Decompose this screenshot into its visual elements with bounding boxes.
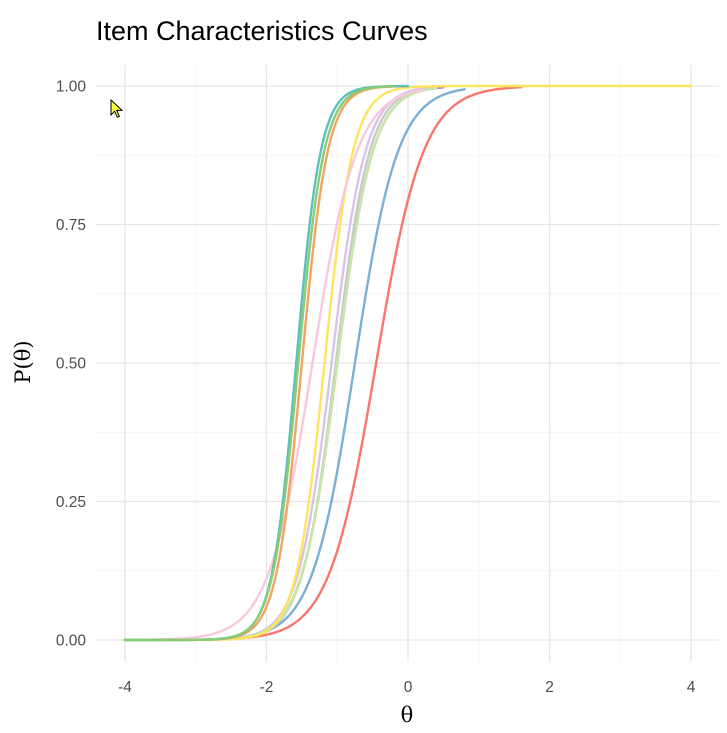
x-tick-label: 2 <box>545 679 554 696</box>
y-axis-title: P(θ) <box>11 340 35 383</box>
y-tick-label: 0.75 <box>56 217 86 234</box>
icc-curve-2 <box>123 88 466 642</box>
grid <box>96 65 719 662</box>
mouse-pointer-icon <box>110 98 124 118</box>
y-tick-label: 1.00 <box>56 79 87 96</box>
icc-curve-3 <box>123 86 445 642</box>
icc-curve-11 <box>123 85 396 642</box>
x-tick-label: -4 <box>118 679 132 696</box>
y-tick-label: 0.25 <box>56 494 86 511</box>
x-tick-label: 0 <box>404 679 413 696</box>
y-tick-labels: 0.00 0.25 0.50 0.75 1.00 <box>56 79 87 650</box>
x-axis-title: θ <box>401 703 414 727</box>
chart-title: Item Characteristics Curves <box>96 16 428 46</box>
x-tick-label: -2 <box>260 679 274 696</box>
curves <box>123 84 693 642</box>
y-tick-label: 0.00 <box>56 633 87 650</box>
x-tick-labels: -4 -2 0 2 4 <box>118 679 696 696</box>
x-tick-label: 4 <box>687 679 696 696</box>
y-tick-label: 0.50 <box>56 356 87 373</box>
icc-curve-8 <box>123 88 424 642</box>
